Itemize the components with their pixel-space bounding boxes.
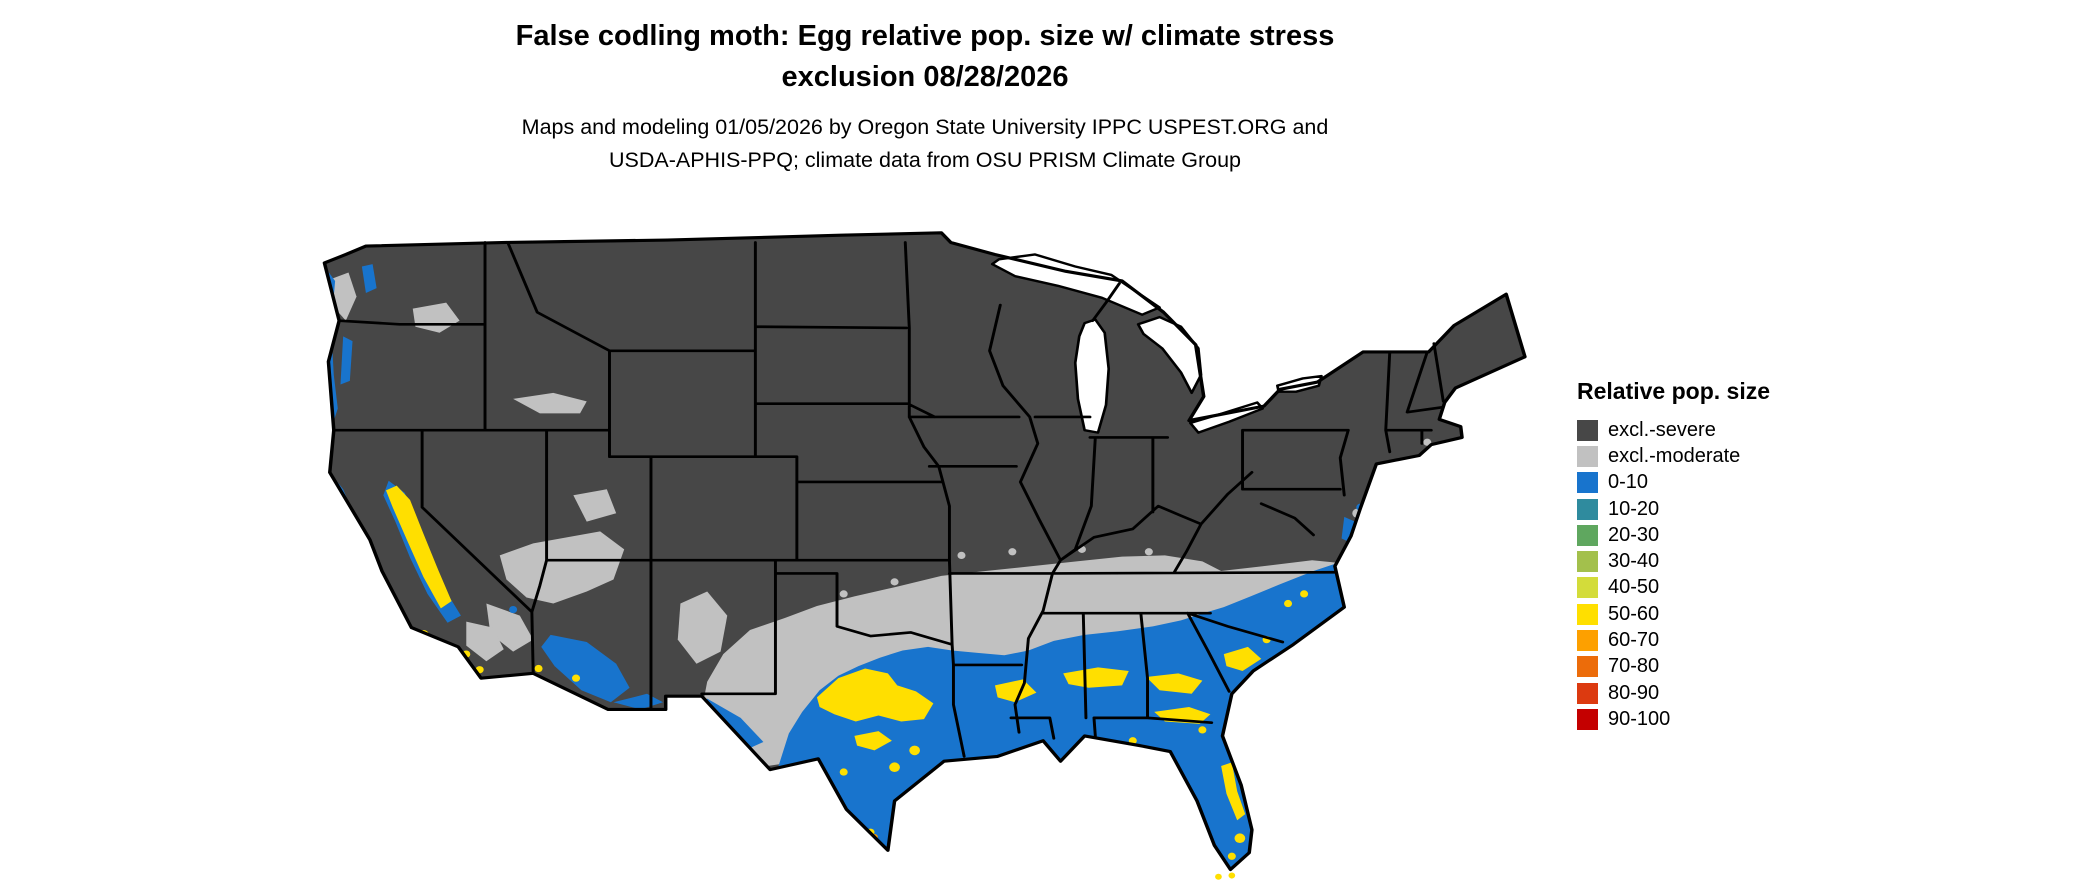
us-map	[322, 231, 1527, 880]
legend-item-0-10: 0-10	[1577, 470, 1770, 496]
map-subtitle: Maps and modeling 01/05/2026 by Oregon S…	[255, 111, 1595, 177]
legend-item-90-100: 90-100	[1577, 706, 1770, 732]
legend-label-0-10: 0-10	[1608, 471, 1649, 494]
legend-swatch-50-60	[1577, 603, 1598, 625]
legend-item-80-90: 80-90	[1577, 680, 1770, 706]
legend-swatch-20-30	[1577, 524, 1598, 546]
state-borders	[332, 241, 1445, 758]
legend-label-60-70: 60-70	[1608, 629, 1660, 652]
map-subtitle-line1: Maps and modeling 01/05/2026 by Oregon S…	[521, 115, 1329, 139]
map-title-line2: exclusion 08/28/2026	[781, 61, 1069, 93]
map-subtitle-line2: USDA-APHIS-PPQ; climate data from OSU PR…	[608, 148, 1242, 172]
title-block: False codling moth: Egg relative pop. si…	[255, 16, 1595, 177]
legend-item-excl-severe: excl.-severe	[1577, 417, 1770, 443]
lake-superior	[990, 253, 1161, 316]
legend-label-excl-moderate: excl.-moderate	[1608, 444, 1741, 467]
legend-item-50-60: 50-60	[1577, 601, 1770, 627]
legend-item-10-20: 10-20	[1577, 496, 1770, 522]
legend-label-70-80: 70-80	[1608, 655, 1660, 678]
legend-label-50-60: 50-60	[1608, 602, 1660, 625]
legend-item-20-30: 20-30	[1577, 522, 1770, 548]
legend-swatch-90-100	[1577, 708, 1598, 730]
map-title-line1: False codling moth: Egg relative pop. si…	[515, 20, 1335, 52]
legend-label-80-90: 80-90	[1608, 681, 1660, 704]
lake-michigan	[1073, 318, 1111, 434]
legend: Relative pop. size excl.-severe excl.-mo…	[1577, 378, 1770, 733]
florida-keys	[1215, 872, 1236, 880]
legend-swatch-excl-severe	[1577, 419, 1598, 441]
legend-label-30-40: 30-40	[1608, 550, 1660, 573]
us-map-container	[303, 228, 1541, 890]
legend-swatch-70-80	[1577, 656, 1598, 678]
legend-swatch-40-50	[1577, 577, 1598, 599]
legend-swatch-80-90	[1577, 682, 1598, 704]
legend-swatch-10-20	[1577, 498, 1598, 520]
legend-swatch-excl-moderate	[1577, 445, 1598, 467]
legend-item-60-70: 60-70	[1577, 627, 1770, 653]
legend-label-10-20: 10-20	[1608, 497, 1660, 520]
legend-label-40-50: 40-50	[1608, 576, 1660, 599]
legend-label-excl-severe: excl.-severe	[1608, 418, 1716, 441]
legend-item-40-50: 40-50	[1577, 575, 1770, 601]
us-outline	[322, 231, 1527, 872]
legend-item-70-80: 70-80	[1577, 654, 1770, 680]
legend-label-20-30: 20-30	[1608, 523, 1660, 546]
map-region-50-60	[385, 485, 1309, 860]
legend-item-excl-moderate: excl.-moderate	[1577, 443, 1770, 469]
legend-label-90-100: 90-100	[1608, 707, 1671, 730]
legend-swatch-30-40	[1577, 551, 1598, 573]
legend-title: Relative pop. size	[1577, 378, 1771, 404]
legend-swatch-0-10	[1577, 472, 1598, 494]
legend-swatch-60-70	[1577, 630, 1598, 652]
legend-item-30-40: 30-40	[1577, 548, 1770, 574]
